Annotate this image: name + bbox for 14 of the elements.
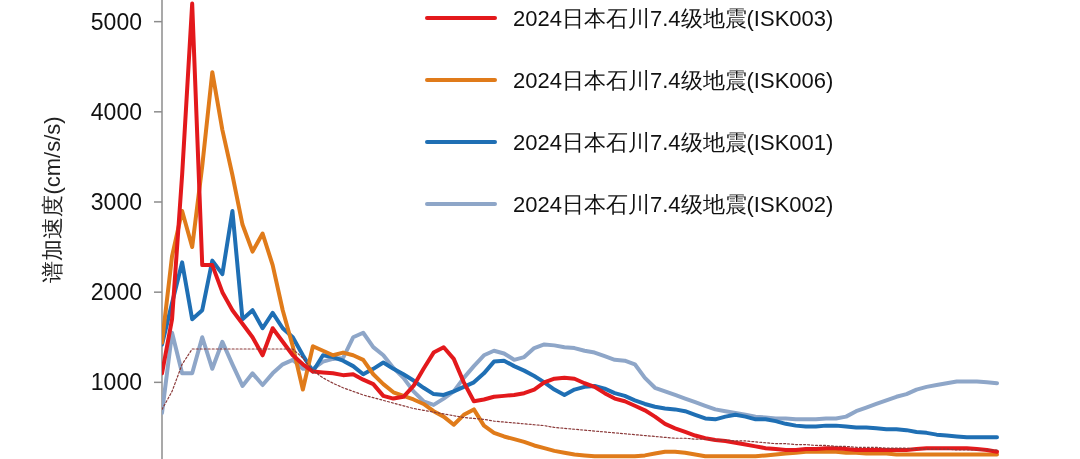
legend-label: 2024日本石川7.4级地震(ISK002) (513, 191, 834, 217)
line-series (162, 348, 998, 451)
legend-label: 2024日本石川7.4级地震(ISK003) (513, 5, 834, 31)
y-axis-title: 谱加速度(cm/s/s) (39, 116, 65, 283)
line-series (162, 70, 999, 459)
line-series (162, 330, 999, 422)
legend-label: 2024日本石川7.4级地震(ISK006) (513, 67, 834, 93)
y-tick-label: 1000 (90, 369, 142, 396)
y-tick-label: 5000 (90, 8, 142, 35)
y-tick-label: 3000 (90, 189, 142, 215)
y-tick-label: 2000 (90, 279, 142, 306)
y-tick-label: 4000 (90, 98, 142, 125)
line-series (162, 1, 999, 454)
legend-label: 2024日本石川7.4级地震(ISK001) (513, 129, 834, 155)
